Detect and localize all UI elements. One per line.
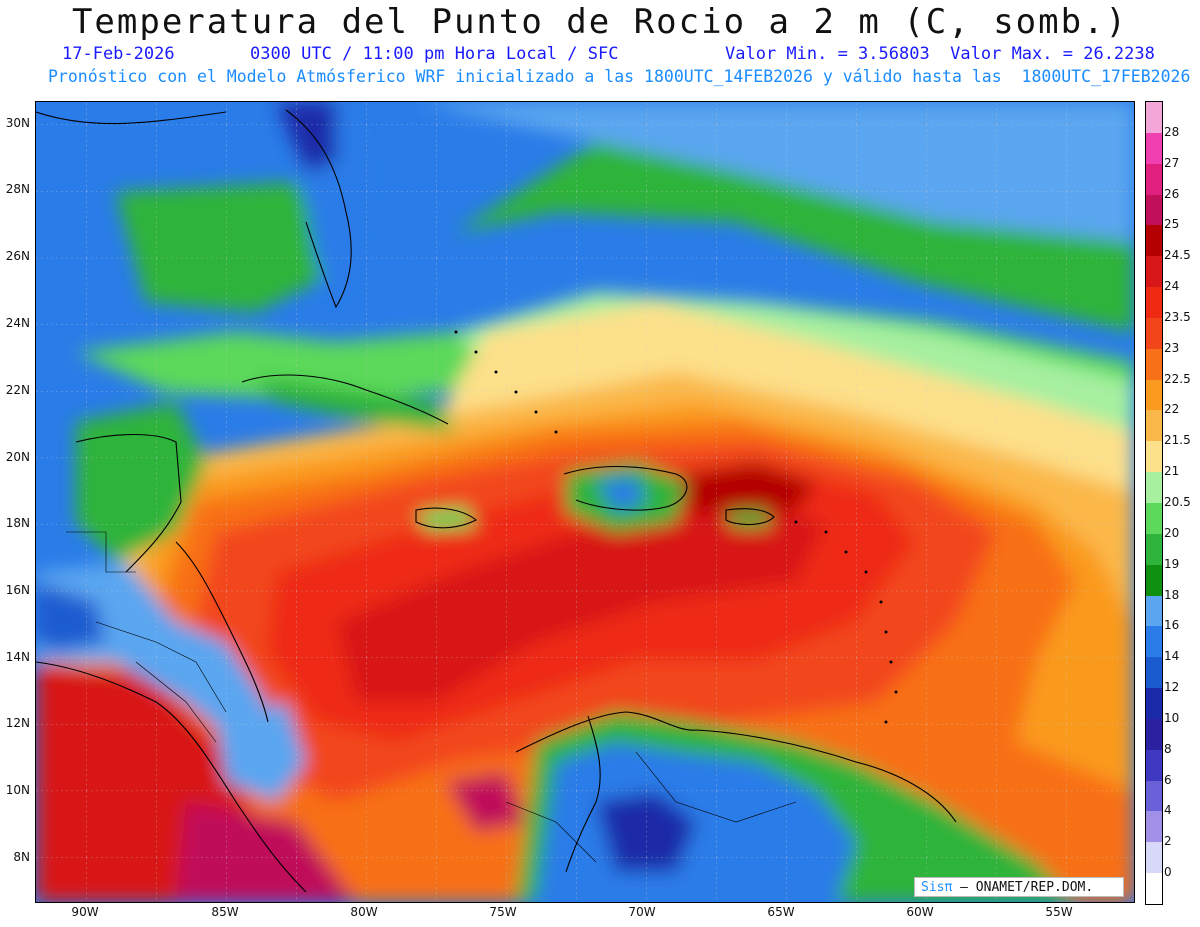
legend-color-band [1146,533,1162,566]
legend-label: 4 [1164,803,1172,818]
legend-label: 20 [1164,525,1180,540]
legend-color-band [1146,595,1162,627]
legend-color-band [1146,657,1162,689]
legend-color-band [1146,842,1162,874]
lat-label: 18N [5,516,30,530]
model-info: Pronóstico con el Modelo Atmósferico WRF… [48,67,1191,86]
lat-label: 12N [5,716,30,730]
credit-brand: Sis [921,880,945,895]
legend-color-band [1146,102,1162,134]
legend-color-band [1146,194,1162,226]
legend-color-band [1146,132,1162,165]
lon-label: 55W [1045,905,1073,919]
legend-color-band [1146,749,1162,782]
legend-label: 23 [1164,340,1180,355]
legend-color-band [1146,163,1162,196]
legend-color-band [1146,256,1162,288]
legend-color-band [1146,348,1162,381]
legend-label: 0 [1164,865,1172,880]
legend-label: 23.5 [1164,309,1191,324]
map-title: Temperatura del Punto de Rocio a 2 m (C,… [71,2,1129,42]
legend-color-band [1146,503,1162,535]
legend-label: 20.5 [1164,495,1191,509]
legend-color-band [1146,472,1162,504]
legend-color-band [1146,379,1162,411]
lat-label: 28N [5,182,30,196]
lon-label: 75W [489,905,517,919]
legend-color-band [1146,718,1162,751]
legend-label: 28 [1164,124,1180,139]
legend-color-band [1146,688,1162,720]
forecast-date: 17-Feb-2026 [62,44,175,64]
legend-color-band [1146,225,1162,257]
legend-color-band [1146,564,1162,597]
lat-label: 16N [5,583,30,597]
lat-label: 22N [5,383,30,397]
legend-label: 6 [1164,772,1172,787]
legend-label: 21 [1164,464,1180,479]
color-legend [1145,101,1163,905]
legend-label: 24.5 [1164,248,1191,263]
lon-label: 85W [211,905,239,919]
legend-label: 19 [1164,556,1180,571]
legend-label: 14 [1164,649,1180,664]
legend-label: 21.5 [1164,433,1191,448]
legend-label: 22 [1164,402,1180,417]
legend-label: 24 [1164,279,1180,294]
dewpoint-map [35,101,1135,903]
lat-label: 30N [5,116,30,130]
value-range: Valor Min. = 3.56803 Valor Max. = 26.223… [725,44,1155,64]
legend-label: 16 [1164,618,1180,633]
legend-color-band [1146,441,1162,473]
legend-label: 2 [1164,834,1172,849]
legend-label: 12 [1164,680,1180,695]
legend-color-band [1146,410,1162,442]
credit-box: Sisπ – ONAMET/REP.DOM. [914,877,1124,897]
country-borders [66,531,797,863]
legend-label: 18 [1164,587,1180,602]
legend-color-band [1146,626,1162,658]
legend-color-band [1146,873,1162,905]
legend-color-band [1146,780,1162,812]
credit-text: – ONAMET/REP.DOM. [960,880,1094,895]
forecast-time: 0300 UTC / 11:00 pm Hora Local / SFC [250,44,619,64]
lon-label: 80W [350,905,378,919]
legend-label: 26 [1164,186,1180,201]
credit-pi: π [944,880,953,895]
small-islands [454,330,898,724]
lon-label: 60W [906,905,934,919]
lat-label: 26N [5,249,30,263]
legend-color-band [1146,811,1162,843]
legend-label: 10 [1164,710,1180,725]
lat-label: 14N [5,650,30,664]
lon-label: 65W [767,905,795,919]
legend-label: 8 [1164,741,1172,756]
legend-label: 25 [1164,217,1180,232]
legend-label: 27 [1164,155,1180,170]
lon-label: 70W [628,905,656,919]
lat-label: 10N [5,783,30,797]
lat-label: 8N [13,850,30,864]
lon-label: 90W [71,905,99,919]
legend-color-band [1146,317,1162,350]
lat-label: 24N [5,316,30,330]
legend-color-band [1146,287,1162,319]
coastlines [36,109,957,893]
legend-label: 22.5 [1164,371,1191,386]
lat-label: 20N [5,450,30,464]
